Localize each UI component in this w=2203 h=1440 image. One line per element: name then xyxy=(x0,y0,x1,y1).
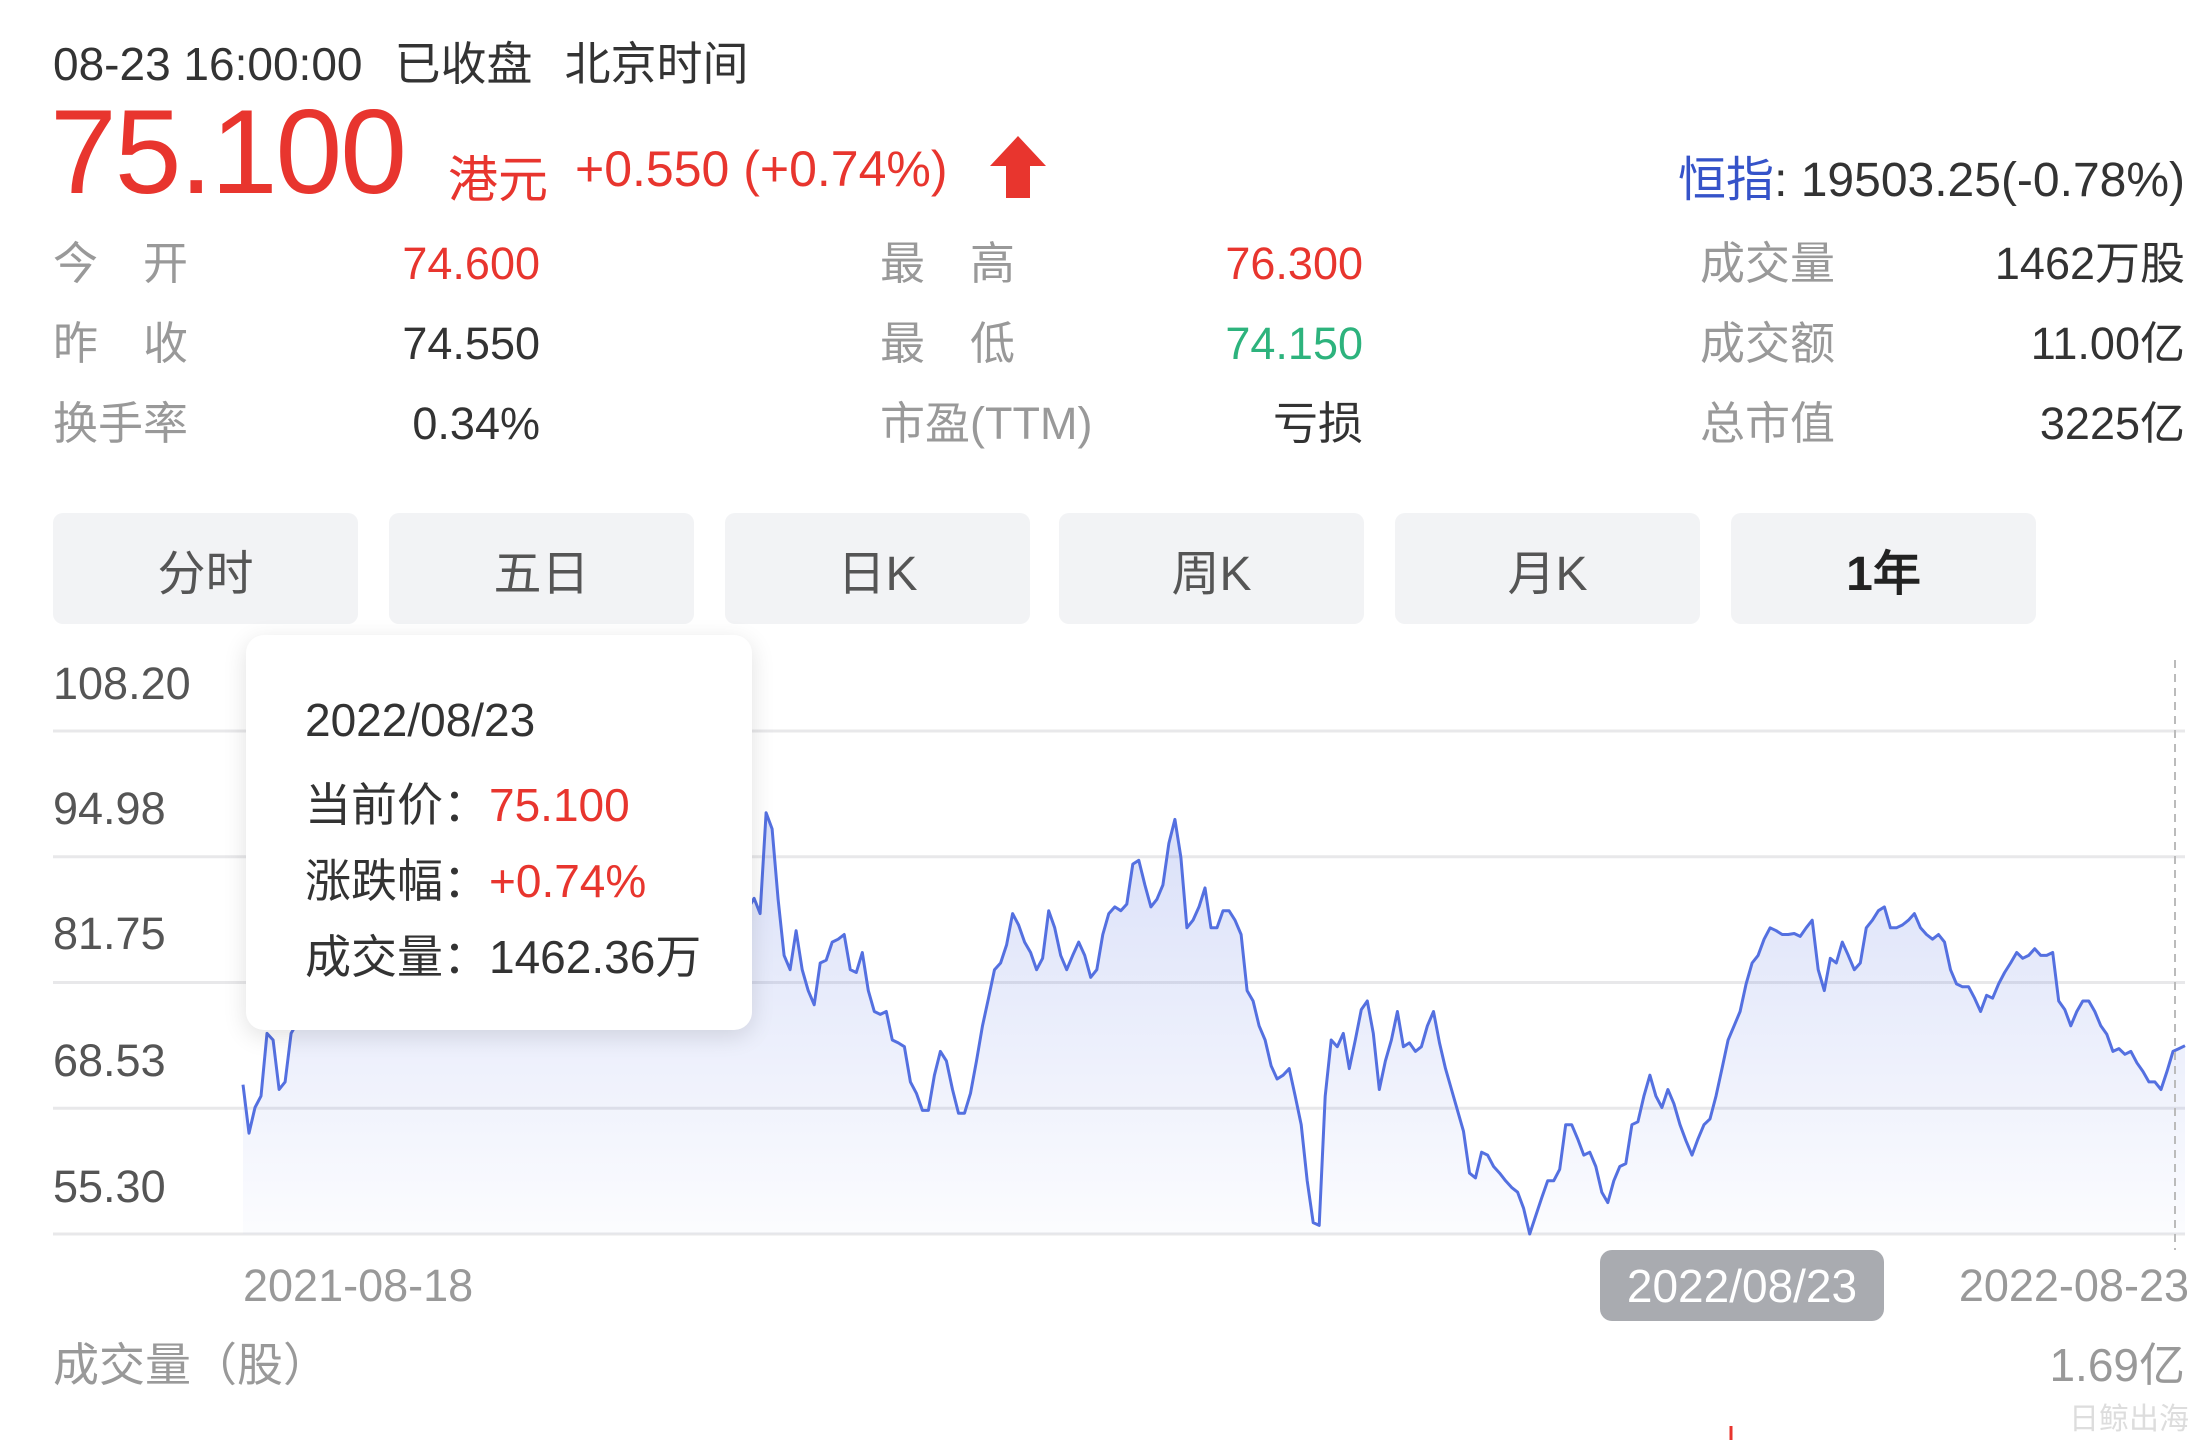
tooltip-change-value: +0.74% xyxy=(489,855,647,907)
stat-value: 74.150 xyxy=(1225,318,1363,369)
arrow-up-icon xyxy=(990,136,1046,198)
stat-value: 76.300 xyxy=(1225,238,1363,289)
price-change: +0.550 (+0.74%) xyxy=(575,141,948,197)
stat-label: 今 开 xyxy=(53,238,189,289)
stat-value: 0.34% xyxy=(412,398,540,449)
volume-title: 成交量（股） xyxy=(53,1339,329,1391)
chart-tooltip: 2022/08/23 当前价：75.100 涨跌幅：+0.74% 成交量：146… xyxy=(246,635,752,1030)
stat-label: 最 高 xyxy=(880,238,1016,289)
tab-2[interactable]: 日K xyxy=(725,513,1030,624)
crosshair-date-badge: 2022/08/23 xyxy=(1600,1250,1884,1321)
y-tick-label: 94.98 xyxy=(53,783,166,834)
stat-label: 最 低 xyxy=(880,318,1016,369)
stat-label: 市盈(TTM) xyxy=(880,398,1093,449)
market-status: 已收盘 xyxy=(394,38,533,90)
stat-value: 3225亿 xyxy=(2039,398,2185,449)
stat-value: 亏损 xyxy=(1272,398,1363,449)
tooltip-price-value: 75.100 xyxy=(489,779,630,831)
stat-label: 昨 收 xyxy=(53,318,189,369)
tooltip-change-label: 涨跌幅： xyxy=(305,855,489,907)
stat-label: 成交额 xyxy=(1700,318,1836,369)
tab-3[interactable]: 周K xyxy=(1059,513,1364,624)
stat-label: 成交量 xyxy=(1700,238,1836,289)
tooltip-price-label: 当前价： xyxy=(305,779,489,831)
quote-datetime: 08-23 16:00:00 xyxy=(53,38,363,90)
stat-value: 74.550 xyxy=(402,318,540,369)
current-price: 75.100 xyxy=(50,85,407,219)
timezone-label: 北京时间 xyxy=(564,38,749,90)
index-label[interactable]: 恒指 xyxy=(1678,154,1775,207)
x-end-label: 2022-08-23 xyxy=(1958,1260,2189,1311)
tooltip-date: 2022/08/23 xyxy=(305,694,536,746)
tooltip-change: 涨跌幅：+0.74% xyxy=(305,845,646,911)
stat-value: 74.600 xyxy=(402,238,540,289)
stat-value: 1462万股 xyxy=(1994,238,2185,289)
y-tick-label: 108.20 xyxy=(53,658,191,709)
tooltip-volume-value: 1462.36万 xyxy=(489,931,702,983)
quote-header: 08-23 16:00:00 已收盘 北京时间 xyxy=(53,28,781,94)
tab-1[interactable]: 五日 xyxy=(389,513,694,624)
index-value: : 19503.25(-0.78%) xyxy=(1774,154,2185,207)
stat-label: 总市值 xyxy=(1700,398,1836,449)
tab-0[interactable]: 分时 xyxy=(53,513,358,624)
stat-label: 换手率 xyxy=(53,398,189,449)
tooltip-volume: 成交量：1462.36万 xyxy=(305,921,701,987)
y-tick-label: 81.75 xyxy=(53,908,166,959)
tooltip-volume-label: 成交量： xyxy=(305,931,489,983)
x-start-label: 2021-08-18 xyxy=(243,1260,474,1311)
tab-5[interactable]: 1年 xyxy=(1731,513,2036,624)
y-tick-label: 55.30 xyxy=(53,1161,166,1212)
tooltip-price: 当前价：75.100 xyxy=(305,769,630,835)
y-tick-label: 68.53 xyxy=(53,1035,166,1086)
tab-4[interactable]: 月K xyxy=(1395,513,1700,624)
hang-seng-index[interactable]: 恒指: 19503.25(-0.78%) xyxy=(1678,140,2185,210)
volume-max-label: 1.69亿 xyxy=(2049,1339,2185,1391)
watermark: 日鲸出海 xyxy=(2069,1403,2189,1436)
currency-label: 港元 xyxy=(448,152,548,208)
stat-value: 11.00亿 xyxy=(2030,318,2185,369)
